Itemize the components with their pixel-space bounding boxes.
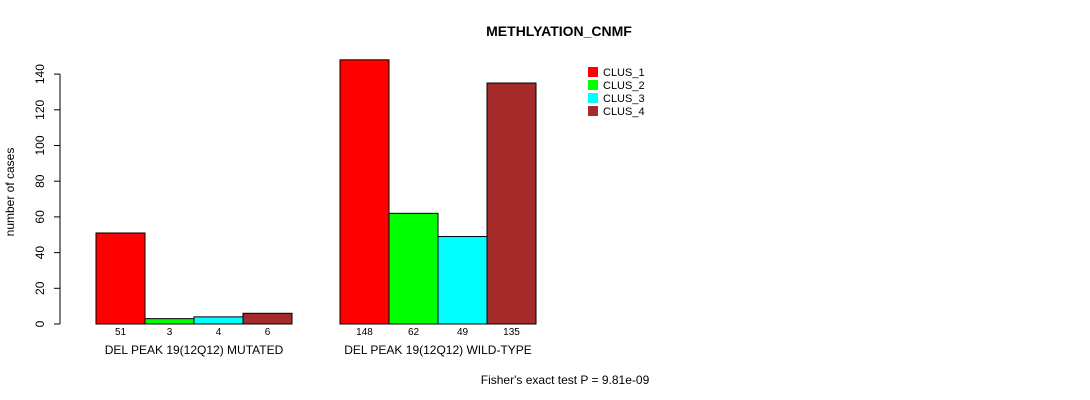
y-tick-label: 140 xyxy=(33,64,47,84)
legend-swatch xyxy=(588,106,598,116)
chart-title: METHLYATION_CNMF xyxy=(486,23,632,39)
category-label: DEL PEAK 19(12Q12) WILD-TYPE xyxy=(344,343,532,357)
legend-label: CLUS_2 xyxy=(603,80,645,92)
bar-clus_3-1 xyxy=(193,316,244,325)
legend-swatch xyxy=(588,93,598,103)
fisher-test-annotation: Fisher's exact test P = 9.81e-09 xyxy=(481,373,650,387)
y-tick-label: 100 xyxy=(33,135,47,155)
y-tick-label: 60 xyxy=(33,210,47,224)
bar-value-label: 49 xyxy=(457,327,469,338)
bar-value-label: 6 xyxy=(265,327,271,338)
bar-value-label: 135 xyxy=(503,327,520,338)
legend-label: CLUS_1 xyxy=(603,67,645,79)
bars xyxy=(95,59,537,325)
bar-value-label: 62 xyxy=(408,327,420,338)
category-label: DEL PEAK 19(12Q12) MUTATED xyxy=(105,343,284,357)
y-tick-label: 0 xyxy=(33,320,47,327)
legend-label: CLUS_3 xyxy=(603,93,645,105)
bar-clus_2-2 xyxy=(388,212,439,325)
y-tick-label: 120 xyxy=(33,99,47,119)
y-axis: 0 20 40 60 80 100 120 140 xyxy=(33,64,61,327)
legend-swatch xyxy=(588,80,598,90)
bar-clus_2-1 xyxy=(144,318,195,325)
value-labels: 51 3 4 6 148 62 49 135 xyxy=(115,327,520,338)
bar-value-label: 3 xyxy=(167,327,173,338)
bar-clus_3-2 xyxy=(437,236,488,325)
legend-swatch xyxy=(588,67,598,77)
y-tick-label: 80 xyxy=(33,174,47,188)
bar-clus_1-1 xyxy=(95,232,146,325)
y-tick-label: 20 xyxy=(33,281,47,295)
legend-label: CLUS_4 xyxy=(603,106,645,118)
y-tick-label: 40 xyxy=(33,246,47,260)
category-labels: DEL PEAK 19(12Q12) MUTATED DEL PEAK 19(12… xyxy=(105,343,532,357)
bar-clus_4-2 xyxy=(486,82,537,325)
y-axis-label: number of cases xyxy=(3,148,17,237)
bar-clus_1-2 xyxy=(339,59,390,325)
bar-clus_4-1 xyxy=(242,312,293,325)
bar-value-label: 4 xyxy=(216,327,222,338)
bar-value-label: 51 xyxy=(115,327,127,338)
bar-value-label: 148 xyxy=(356,327,373,338)
